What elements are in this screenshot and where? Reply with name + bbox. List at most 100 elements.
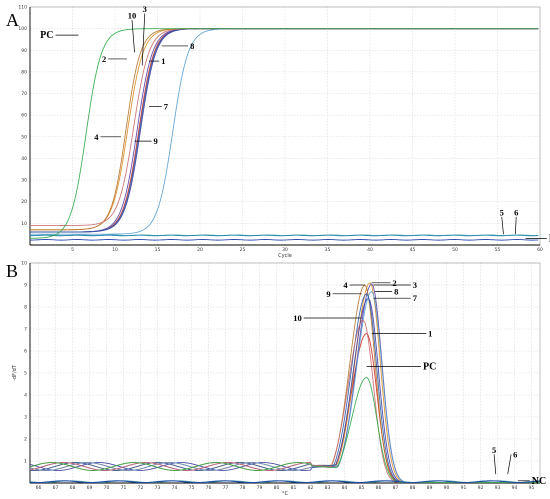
x-tick-label: 83 <box>325 485 331 491</box>
x-tick-label: 94 <box>512 485 518 491</box>
x-tick-label: 72 <box>138 485 144 491</box>
annotation-leader-6 <box>507 454 512 475</box>
x-tick-label: 88 <box>410 485 416 491</box>
annotation-label-2: 2 <box>392 278 396 288</box>
annotation-label-9: 9 <box>326 289 330 299</box>
x-tick-label: 95 <box>529 485 535 491</box>
annotation-label-6: 6 <box>514 207 518 217</box>
y-tick-label: 4 <box>24 393 27 399</box>
x-tick-label: 93 <box>495 485 501 491</box>
y-tick-label: 1 <box>24 459 27 465</box>
y-tick-label: 3 <box>24 415 27 421</box>
x-axis-label: °C <box>282 491 289 497</box>
x-tick-label: 50 <box>452 247 458 253</box>
y-tick-label: 10 <box>21 261 27 267</box>
series-line-9 <box>29 293 540 484</box>
y-tick-label: 8 <box>24 305 27 311</box>
annotation-label-7: 7 <box>164 102 169 112</box>
panel-a-chart: 5 10 15 20 25 30 35 40 45 50 55 6010203040506070809… <box>18 4 550 259</box>
y-tick-label: 7 <box>24 327 27 333</box>
annotation-label-pc: PC <box>423 361 436 372</box>
y-tick-label: 9 <box>24 283 27 289</box>
y-tick-label: 20 <box>21 199 27 205</box>
series-line-4 <box>30 28 539 231</box>
x-tick-label: 40 <box>367 247 373 253</box>
x-tick-label: 66 <box>36 485 42 491</box>
y-tick-label: 6 <box>24 349 27 355</box>
y-tick-label: 30 <box>21 178 27 184</box>
x-tick-label: 73 <box>155 485 161 491</box>
annotation-label-10: 10 <box>293 313 302 323</box>
x-axis-label: Cycle <box>278 253 292 259</box>
annotation-label-6: 6 <box>513 449 517 459</box>
x-tick-label: 79 <box>257 485 263 491</box>
annotation-label-3: 3 <box>413 280 417 290</box>
series-line-1 <box>30 28 539 233</box>
annotation-label-nc: NC <box>532 476 546 487</box>
series-line-nc <box>29 480 541 484</box>
annotation-label-1: 1 <box>428 328 432 338</box>
y-tick-label: 70 <box>21 91 27 97</box>
y-tick-label: 80 <box>21 69 27 75</box>
annotation-leader-10 <box>131 19 135 53</box>
x-tick-label: 67 <box>53 485 59 491</box>
annotation-label-pc: PC <box>40 30 53 41</box>
y-tick-label: 90 <box>21 48 27 54</box>
y-tick-label: 60 <box>21 113 27 119</box>
series-line-10 <box>30 28 539 226</box>
x-tick-label: 78 <box>240 485 246 491</box>
y-axis-label: -dF/dT <box>12 364 18 381</box>
annotation-label-10: 10 <box>128 10 137 20</box>
series-line-9 <box>30 28 539 233</box>
y-tick-label: 100 <box>18 26 27 32</box>
annotation-label-3: 3 <box>143 4 147 14</box>
x-tick-label: 74 <box>172 485 178 491</box>
x-tick-label: 55 <box>495 247 501 253</box>
series-line-pc <box>29 376 540 484</box>
x-tick-label: 60 <box>537 247 543 253</box>
x-tick-label: 15 <box>155 247 161 253</box>
x-tick-label: 77 <box>223 485 229 491</box>
annotation-label-nc: NC <box>549 234 550 245</box>
panel-label-a: A <box>6 10 19 30</box>
annotation-label-8: 8 <box>394 287 398 297</box>
series-line-2 <box>30 28 539 231</box>
x-tick-label: 5 <box>71 247 74 253</box>
annotation-label-4: 4 <box>94 132 99 142</box>
x-tick-label: 35 <box>325 247 331 253</box>
annotation-label-5: 5 <box>492 445 496 455</box>
x-tick-label: 92 <box>478 485 484 491</box>
x-tick-label: 86 <box>376 485 382 491</box>
series-line-8 <box>30 28 539 235</box>
y-tick-label: 110 <box>18 5 27 11</box>
x-tick-label: 82 <box>308 485 314 491</box>
x-tick-label: 91 <box>461 485 467 491</box>
series-line-nc <box>29 239 539 241</box>
x-tick-label: 25 <box>240 247 246 253</box>
x-tick-label: 69 <box>87 485 93 491</box>
y-tick-label: 50 <box>21 134 27 140</box>
x-tick-label: 10 <box>112 247 118 253</box>
x-tick-label: 71 <box>121 485 127 491</box>
annotation-label-5: 5 <box>500 207 504 217</box>
x-tick-label: 45 <box>410 247 416 253</box>
x-tick-label: 68 <box>70 485 76 491</box>
x-tick-label: 80 <box>274 485 280 491</box>
series-line-pc <box>29 28 539 239</box>
x-tick-label: 20 <box>197 247 203 253</box>
annotation-label-9: 9 <box>154 136 158 146</box>
series-line-6 <box>29 234 539 237</box>
annotation-label-1: 1 <box>161 56 165 66</box>
x-tick-label: 30 <box>282 247 288 253</box>
x-tick-label: 76 <box>206 485 212 491</box>
annotation-leader-5 <box>501 216 504 235</box>
panel-label-b: B <box>6 261 18 281</box>
x-tick-label: 84 <box>342 485 348 491</box>
annotation-leader-3 <box>141 13 146 66</box>
panel-b-chart: 66 67 68 69 70 71 72 73 74 75 76 77 78 79 80 81 82 83 84 85… <box>12 261 546 498</box>
x-tick-label: 81 <box>291 485 297 491</box>
y-tick-label: 2 <box>24 437 27 443</box>
x-tick-label: 89 <box>427 485 433 491</box>
x-tick-label: 85 <box>359 485 365 491</box>
